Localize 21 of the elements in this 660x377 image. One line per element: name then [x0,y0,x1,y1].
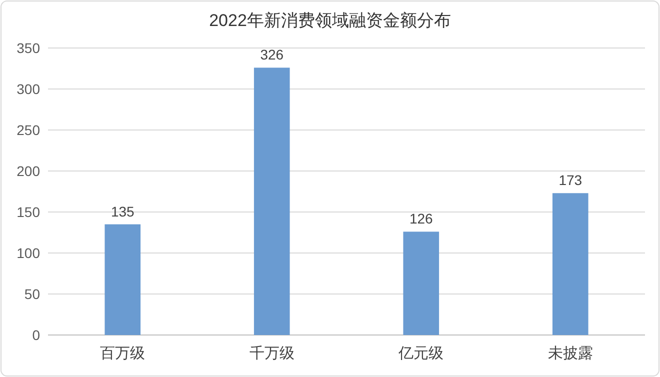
bar [552,193,588,335]
y-tick-label: 350 [16,40,40,56]
chart-title: 2022年新消费领域融资金额分布 [209,11,451,30]
x-tick-label: 百万级 [100,345,146,362]
y-tick-label: 250 [16,122,40,138]
y-tick-label: 200 [16,163,40,179]
data-label: 126 [409,210,434,227]
data-label: 326 [260,46,284,63]
x-tick-label: 未披露 [548,345,593,362]
y-tick-label: 300 [16,81,40,97]
data-label: 135 [110,203,135,220]
data-label: 173 [558,172,582,188]
y-tick-label: 100 [16,245,40,261]
x-tick-label: 亿元级 [398,345,444,362]
x-tick-label: 千万级 [249,345,294,362]
y-tick-label: 0 [32,327,40,343]
bar [403,232,440,335]
bar [104,224,141,335]
bar [254,68,290,335]
y-tick-label: 150 [16,204,40,220]
y-tick-label: 50 [24,286,40,302]
